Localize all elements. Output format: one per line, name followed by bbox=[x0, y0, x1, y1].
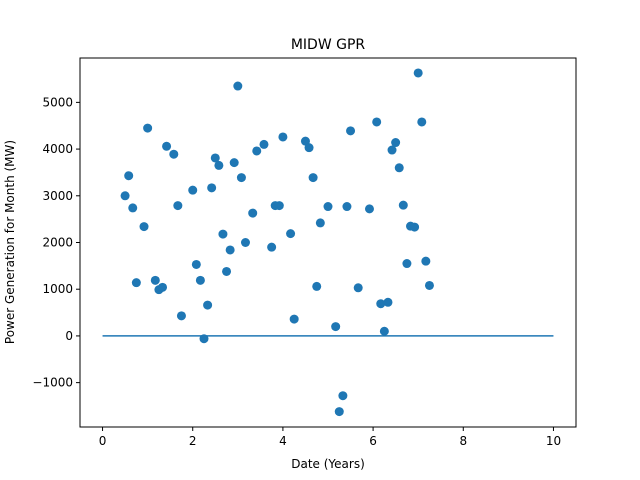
data-point bbox=[128, 203, 138, 213]
x-tick-label: 6 bbox=[369, 434, 377, 448]
x-tick-label: 2 bbox=[189, 434, 197, 448]
data-point bbox=[195, 275, 205, 285]
data-point bbox=[169, 149, 179, 159]
scatter-series bbox=[120, 68, 434, 417]
y-axis-label: Power Generation for Month (MW) bbox=[3, 140, 17, 344]
data-point bbox=[334, 407, 344, 417]
data-point bbox=[402, 259, 412, 269]
data-point bbox=[214, 160, 224, 170]
x-tick-label: 0 bbox=[99, 434, 107, 448]
data-point bbox=[143, 123, 153, 133]
data-point bbox=[398, 200, 408, 210]
chart-title: MIDW GPR bbox=[291, 37, 366, 53]
x-tick-label: 8 bbox=[459, 434, 467, 448]
data-point bbox=[233, 81, 243, 91]
data-point bbox=[372, 117, 382, 127]
plot-area bbox=[102, 68, 554, 417]
data-point bbox=[267, 242, 277, 252]
data-point bbox=[176, 311, 186, 321]
data-point bbox=[278, 132, 288, 142]
x-tick-label: 4 bbox=[279, 434, 287, 448]
data-point bbox=[308, 173, 318, 183]
data-point bbox=[207, 183, 217, 193]
data-point bbox=[342, 202, 352, 212]
data-point bbox=[315, 218, 325, 228]
data-point bbox=[236, 173, 246, 183]
data-point bbox=[312, 281, 322, 291]
data-point bbox=[413, 68, 423, 78]
y-tick-label: −1000 bbox=[32, 376, 73, 390]
y-tick-label: 1000 bbox=[42, 282, 73, 296]
y-tick-label: 5000 bbox=[42, 95, 73, 109]
data-point bbox=[421, 256, 431, 266]
y-tick-label: 2000 bbox=[42, 236, 73, 250]
data-point bbox=[162, 141, 172, 151]
data-point bbox=[391, 138, 401, 148]
data-point bbox=[252, 146, 262, 156]
y-tick-label: 3000 bbox=[42, 189, 73, 203]
data-point bbox=[353, 283, 363, 293]
data-point bbox=[124, 171, 134, 181]
data-point bbox=[259, 139, 269, 149]
data-point bbox=[131, 278, 141, 288]
data-point bbox=[304, 143, 314, 153]
data-point bbox=[387, 145, 397, 155]
data-point bbox=[199, 334, 209, 344]
data-point bbox=[424, 280, 434, 290]
data-point bbox=[286, 229, 296, 239]
data-point bbox=[203, 300, 213, 310]
data-point bbox=[323, 202, 333, 212]
data-point bbox=[274, 201, 284, 211]
axes-frame bbox=[79, 57, 577, 428]
data-point bbox=[222, 266, 232, 276]
data-point bbox=[229, 158, 239, 168]
data-point bbox=[379, 326, 389, 336]
y-axis-ticks: −1000 0 1000 2000 3000 4000 5000 bbox=[32, 95, 80, 390]
data-point bbox=[248, 208, 258, 218]
data-point bbox=[410, 222, 420, 232]
data-point bbox=[158, 282, 168, 292]
data-point bbox=[383, 297, 393, 307]
data-point bbox=[346, 126, 356, 136]
data-point bbox=[331, 322, 341, 332]
data-point bbox=[218, 229, 228, 239]
x-axis-label: Date (Years) bbox=[291, 457, 365, 471]
data-point bbox=[120, 191, 130, 201]
data-point bbox=[364, 204, 374, 214]
x-axis-ticks: 0 2 4 6 8 10 bbox=[99, 427, 561, 448]
data-point bbox=[394, 163, 404, 173]
data-point bbox=[225, 245, 235, 255]
y-tick-label: 0 bbox=[65, 329, 73, 343]
data-point bbox=[191, 259, 201, 269]
data-point bbox=[173, 201, 183, 211]
data-point bbox=[240, 238, 250, 247]
data-point bbox=[417, 117, 427, 127]
data-point bbox=[376, 299, 386, 309]
data-point bbox=[150, 275, 160, 285]
y-tick-label: 4000 bbox=[42, 142, 73, 156]
data-point bbox=[338, 391, 348, 401]
data-point bbox=[139, 222, 149, 232]
data-point bbox=[210, 153, 220, 163]
data-point bbox=[188, 185, 198, 195]
data-point bbox=[289, 314, 299, 324]
x-tick-label: 10 bbox=[546, 434, 561, 448]
